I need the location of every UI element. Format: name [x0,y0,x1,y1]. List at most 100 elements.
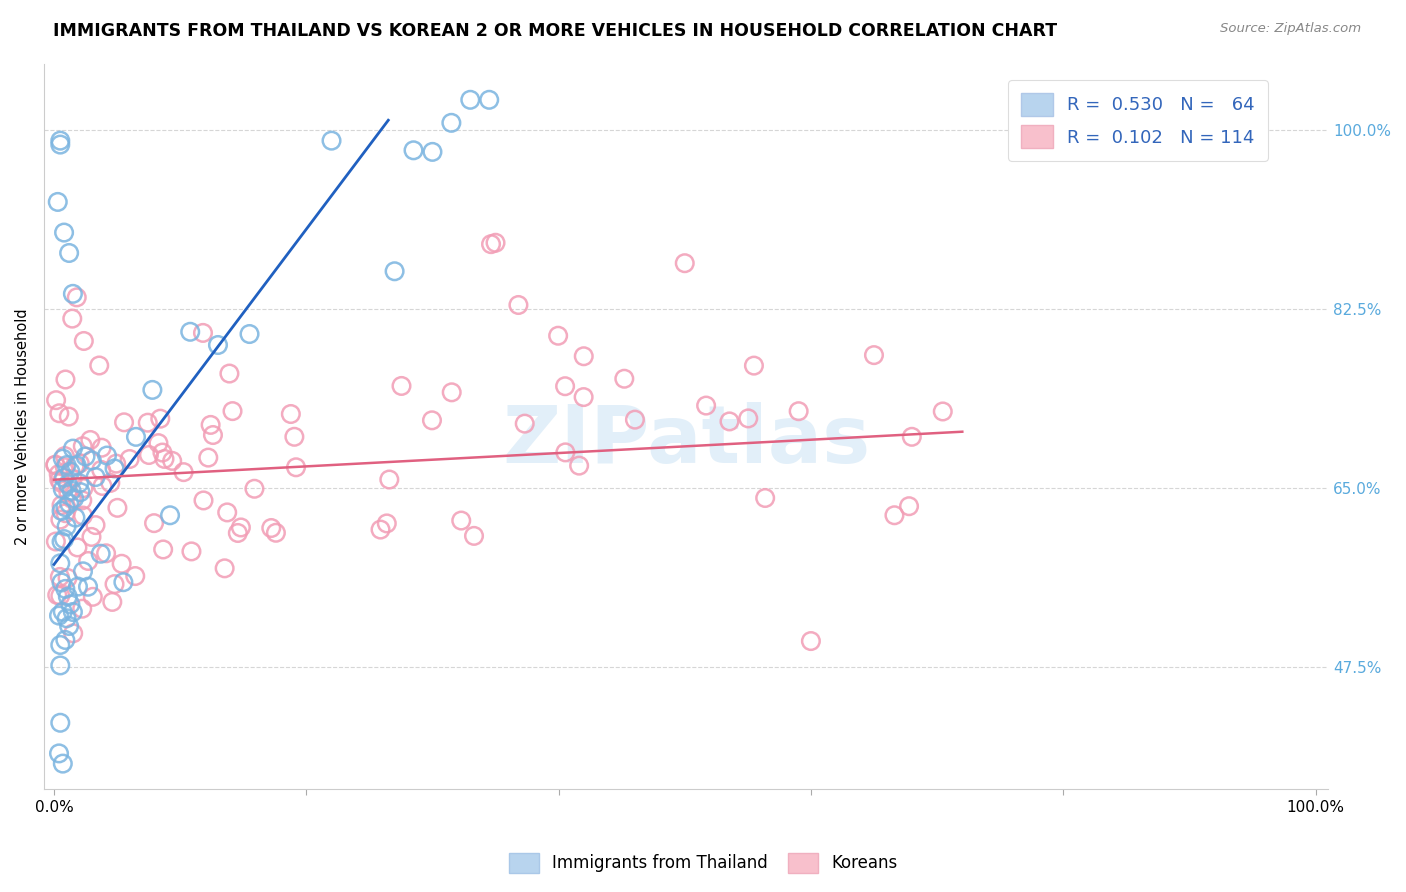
Point [207,338,229,352]
Point [217,505,239,519]
Point [572,349,595,363]
Point [221,404,243,418]
Legend: Immigrants from Thailand, Koreans: Immigrants from Thailand, Koreans [502,847,904,880]
Point [49,556,72,570]
Point [67,476,90,491]
Point [90,463,112,477]
Point [554,445,576,459]
Point [49,715,72,730]
Point [160,454,183,468]
Point [283,430,305,444]
Point [450,514,472,528]
Point [70,601,93,615]
Point [554,379,576,393]
Point [149,411,172,425]
Point [45,393,67,408]
Point [66,541,89,555]
Point [46,588,69,602]
Point [45,534,67,549]
Point [59,465,82,479]
Point [62,605,84,619]
Point [52,756,75,771]
Point [77,554,100,568]
Point [49,512,72,526]
Point [84,470,107,484]
Point [52,605,75,619]
Point [695,399,717,413]
Point [51,498,73,512]
Point [94,546,117,560]
Point [440,116,463,130]
Point [49,134,72,148]
Point [513,417,536,431]
Point [59,597,82,611]
Point [62,442,84,456]
Point [49,589,72,603]
Point [53,226,76,240]
Text: IMMIGRANTS FROM THAILAND VS KOREAN 2 OR MORE VEHICLES IN HOUSEHOLD CORRELATION C: IMMIGRANTS FROM THAILAND VS KOREAN 2 OR … [53,22,1057,40]
Point [901,430,924,444]
Point [73,334,96,348]
Point [55,519,77,533]
Point [898,499,921,513]
Point [60,311,83,326]
Point [58,246,80,260]
Point [321,134,343,148]
Point [508,298,530,312]
Point [214,561,236,575]
Point [48,467,70,482]
Point [124,569,146,583]
Point [800,634,823,648]
Point [420,413,443,427]
Point [370,523,392,537]
Point [91,479,114,493]
Point [72,439,94,453]
Point [159,508,181,523]
Point [49,570,72,584]
Point [65,510,87,524]
Point [125,430,148,444]
Point [103,461,125,475]
Point [787,404,810,418]
Point [264,525,287,540]
Point [197,450,219,465]
Point [49,137,72,152]
Point [285,460,308,475]
Point [53,532,76,546]
Point [138,448,160,462]
Point [105,457,128,471]
Point [69,485,91,500]
Point [103,577,125,591]
Point [883,508,905,523]
Point [136,416,159,430]
Point [742,359,765,373]
Point [143,516,166,530]
Point [53,460,76,475]
Point [52,451,75,466]
Point [84,518,107,533]
Point [111,557,134,571]
Point [673,256,696,270]
Point [90,441,112,455]
Point [72,508,94,523]
Point [82,590,104,604]
Point [60,483,83,498]
Point [478,93,501,107]
Point [48,473,70,487]
Point [547,328,569,343]
Point [402,144,425,158]
Point [55,506,77,520]
Point [72,564,94,578]
Point [391,379,413,393]
Point [152,542,174,557]
Point [89,359,111,373]
Point [153,452,176,467]
Point [62,286,84,301]
Point [173,465,195,479]
Point [51,504,73,518]
Point [44,458,66,472]
Point [148,436,170,450]
Point [63,491,86,506]
Point [48,406,70,420]
Point [229,520,252,534]
